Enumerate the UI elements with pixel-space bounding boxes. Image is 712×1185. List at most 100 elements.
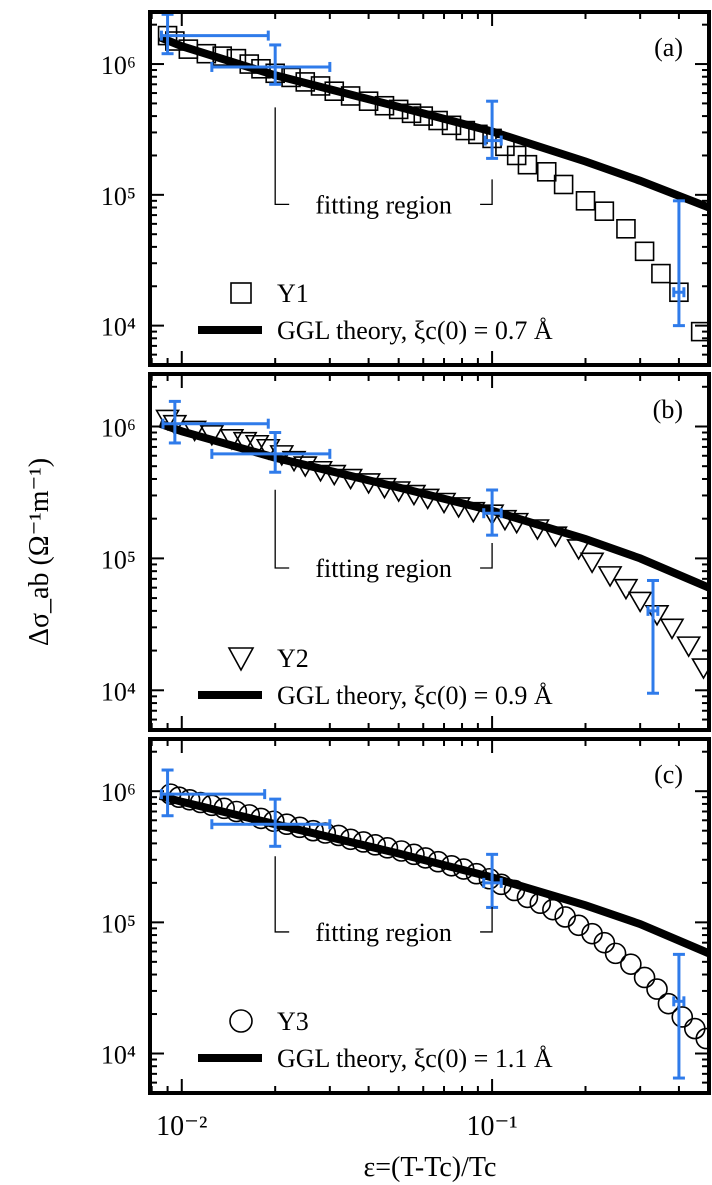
data-point bbox=[594, 201, 615, 221]
panel-frame bbox=[148, 737, 711, 1095]
data-point bbox=[543, 526, 568, 548]
data-point bbox=[189, 791, 212, 814]
panel-frame bbox=[148, 10, 711, 367]
data-point bbox=[452, 858, 475, 880]
panel-c: 10⁴ 10⁵ 10⁶ fitting region (c) Y3 GGL theory, … bbox=[101, 737, 711, 1095]
legend-marker bbox=[230, 282, 252, 304]
data-point bbox=[567, 914, 590, 937]
data-point bbox=[634, 241, 655, 262]
data-point bbox=[386, 481, 412, 503]
data-point bbox=[554, 906, 576, 928]
error-bar bbox=[210, 797, 332, 848]
data-point bbox=[529, 892, 552, 914]
data-point bbox=[620, 953, 642, 975]
data-point bbox=[553, 174, 574, 195]
plot-area bbox=[158, 783, 709, 1050]
data-point bbox=[516, 886, 539, 909]
data-point bbox=[575, 191, 596, 211]
fitting-region-label: fitting region bbox=[315, 918, 451, 947]
plot-area bbox=[155, 409, 709, 680]
legend-label: GGL theory, ξc(0) = 1.1 Å bbox=[277, 1044, 553, 1073]
data-point bbox=[517, 154, 538, 175]
data-point bbox=[431, 492, 457, 515]
y-tick-label: 10⁵ bbox=[101, 909, 136, 938]
legend-label: Y3 bbox=[277, 1007, 309, 1036]
error-bar bbox=[159, 768, 267, 818]
x-tick-label: 10⁻¹ bbox=[466, 1111, 517, 1142]
data-point bbox=[213, 797, 235, 820]
legend: Y2 GGL theory, ξc(0) = 0.9 Å bbox=[198, 644, 553, 710]
data-point bbox=[478, 867, 501, 890]
fitting-region-label: fitting region bbox=[315, 190, 451, 219]
legend: Y1 GGL theory, ξc(0) = 0.7 Å bbox=[198, 279, 553, 345]
data-point bbox=[302, 819, 324, 842]
data-point bbox=[165, 31, 185, 51]
error-bar bbox=[159, 12, 270, 56]
bracket-right bbox=[480, 543, 493, 569]
legend-label: GGL theory, ξc(0) = 0.7 Å bbox=[277, 316, 553, 345]
data-point bbox=[455, 120, 476, 141]
data-point bbox=[536, 162, 557, 182]
error-bar bbox=[161, 399, 270, 445]
data-point bbox=[651, 263, 671, 284]
error-bar bbox=[483, 99, 503, 160]
y-tick-label: 10⁴ bbox=[101, 1041, 136, 1070]
data-point bbox=[446, 497, 471, 519]
error-bar bbox=[482, 488, 503, 537]
data-point bbox=[566, 539, 591, 561]
y-tick-label: 10⁴ bbox=[101, 677, 136, 706]
data-point bbox=[579, 552, 605, 574]
y-tick-label: 10⁶ bbox=[101, 778, 136, 807]
data-point bbox=[676, 636, 702, 658]
bracket-left bbox=[274, 489, 290, 569]
data-point bbox=[295, 72, 316, 92]
panel-label: (b) bbox=[653, 395, 683, 424]
legend-label: GGL theory, ξc(0) = 0.9 Å bbox=[277, 681, 553, 710]
data-point bbox=[324, 81, 345, 102]
error-bar bbox=[672, 199, 686, 328]
legend-label: Y2 bbox=[277, 644, 309, 673]
data-point bbox=[428, 110, 448, 131]
data-point bbox=[390, 840, 413, 862]
panel-label: (c) bbox=[654, 760, 683, 789]
y-tick-label: 10⁵ bbox=[101, 182, 136, 211]
data-point bbox=[182, 420, 208, 443]
ggl-theory-line bbox=[158, 33, 709, 212]
y-tick-label: 10⁶ bbox=[101, 51, 136, 80]
panel-a: 10⁴ 10⁵ 10⁶ fitting region (a) Y1 GGL theory, … bbox=[101, 10, 711, 367]
data-point bbox=[401, 103, 422, 124]
data-point bbox=[690, 321, 709, 342]
fitting-region-bracket bbox=[274, 856, 493, 933]
plot-area bbox=[157, 25, 709, 342]
data-point bbox=[616, 218, 636, 239]
data-point bbox=[613, 578, 639, 601]
data-point bbox=[604, 942, 627, 965]
data-point bbox=[413, 106, 434, 126]
data-point bbox=[251, 58, 271, 79]
data-point bbox=[414, 847, 437, 869]
data-point bbox=[372, 477, 397, 500]
data-point bbox=[288, 816, 311, 839]
data-point bbox=[403, 843, 425, 866]
data-point bbox=[352, 831, 375, 853]
data-point bbox=[376, 837, 399, 859]
data-point bbox=[542, 898, 564, 921]
data-point bbox=[671, 1006, 694, 1028]
legend-marker bbox=[229, 1009, 253, 1033]
data-point bbox=[460, 501, 486, 524]
data-point bbox=[415, 488, 441, 510]
data-point bbox=[597, 566, 623, 588]
data-point bbox=[525, 519, 550, 541]
fitting-region-bracket bbox=[274, 489, 493, 569]
data-point bbox=[364, 834, 386, 856]
data-point bbox=[627, 591, 653, 614]
data-point bbox=[503, 879, 526, 902]
data-point bbox=[199, 425, 225, 447]
data-point bbox=[684, 1017, 706, 1040]
panel-b: 10⁴ 10⁵ 10⁶ fitting region (b) Y2 GGL theory, … bbox=[101, 372, 711, 732]
panel-frame bbox=[148, 372, 711, 732]
data-point bbox=[356, 473, 381, 495]
data-point bbox=[310, 76, 331, 96]
data-point bbox=[492, 509, 518, 532]
